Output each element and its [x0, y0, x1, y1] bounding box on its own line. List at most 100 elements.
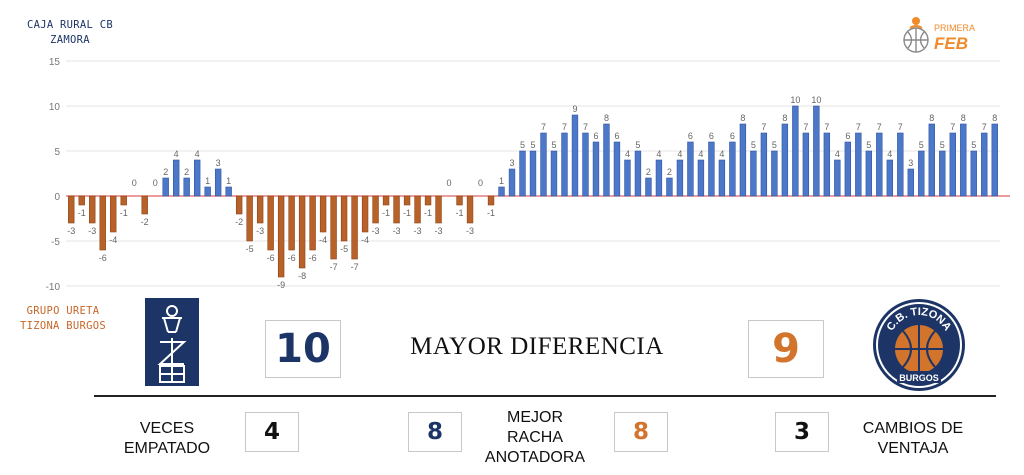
- bar-value-label: 4: [625, 149, 630, 159]
- bar: [309, 195, 316, 251]
- bar: [939, 150, 946, 197]
- mejor-racha-label-line3: ANOTADORA: [484, 449, 586, 466]
- bar-value-label: 8: [961, 113, 966, 123]
- mejor-racha-burgos-value: 8: [614, 412, 668, 452]
- league-logo-big-text: FEB: [934, 34, 968, 53]
- bar-value-label: 2: [646, 167, 651, 177]
- mejor-racha-label-line2: RACHA: [506, 429, 563, 446]
- mejor-racha-label-line1: MEJOR: [507, 409, 563, 426]
- bar: [771, 150, 778, 197]
- bar: [645, 177, 652, 197]
- bar: [540, 132, 547, 197]
- bar-value-label: -4: [361, 235, 369, 245]
- league-logo-small-text: PRIMERA: [934, 23, 975, 33]
- bar: [288, 195, 295, 251]
- bar-value-label: 7: [562, 122, 567, 132]
- bar: [78, 195, 85, 206]
- bar: [897, 132, 904, 197]
- team-zamora-line2: ZAMORA: [50, 34, 90, 46]
- bar: [813, 105, 820, 197]
- veces-empatado-label: VECES EMPATADO: [108, 419, 226, 459]
- bar: [655, 159, 663, 197]
- bar: [855, 132, 862, 197]
- bar-value-label: 5: [971, 140, 976, 150]
- bar-value-label: -6: [288, 253, 296, 263]
- divider-line: [94, 395, 996, 397]
- bar-value-label: 8: [740, 113, 745, 123]
- bar-value-label: -3: [372, 226, 380, 236]
- team-name-burgos: GRUPO URETA TIZONA BURGOS: [8, 304, 118, 334]
- bar: [414, 195, 421, 224]
- bar: [382, 195, 390, 206]
- bar-value-label: -2: [141, 217, 149, 227]
- bar: [424, 195, 432, 206]
- burgos-logo: C.B. TIZONA BURGOS: [871, 297, 967, 393]
- bar-value-label: -8: [298, 271, 306, 281]
- bar: [708, 141, 715, 197]
- bar-value-label: 7: [856, 122, 861, 132]
- bar-value-label: 4: [195, 149, 200, 159]
- team-name-zamora: CAJA RURAL CB ZAMORA: [10, 18, 130, 48]
- bar-value-label: 10: [811, 95, 821, 105]
- bar: [823, 132, 831, 197]
- bar-value-label: -3: [414, 226, 422, 236]
- bar-value-label: 5: [551, 140, 556, 150]
- team-zamora-line1: CAJA RURAL CB: [26, 19, 114, 31]
- bar: [970, 150, 977, 197]
- bar-value-label: 5: [635, 140, 640, 150]
- bar-value-label: -1: [487, 208, 495, 218]
- bar: [183, 177, 190, 197]
- bar-value-label: 7: [761, 122, 766, 132]
- bar-value-label: 8: [782, 113, 787, 123]
- bar-value-label: -1: [78, 208, 86, 218]
- bar-value-label: -7: [330, 262, 338, 272]
- bar: [550, 150, 558, 197]
- bar: [372, 195, 379, 224]
- bar: [498, 186, 505, 197]
- bar-value-label: 1: [226, 176, 231, 186]
- bar-value-label: 5: [866, 140, 871, 150]
- bar: [435, 195, 442, 224]
- bar-value-label: 3: [510, 158, 515, 168]
- veces-empatado-label-line2: EMPATADO: [123, 440, 211, 457]
- bar: [760, 132, 768, 197]
- bar: [508, 168, 516, 197]
- bar-value-label: -7: [351, 262, 359, 272]
- burgos-logo-bottom-text: BURGOS: [899, 373, 939, 383]
- bar: [844, 141, 852, 197]
- bar-value-label: 2: [163, 167, 168, 177]
- bar-value-label: 2: [667, 167, 672, 177]
- bar: [340, 195, 348, 242]
- bar-value-label: 8: [604, 113, 609, 123]
- cambios-ventaja-label: CAMBIOS DE VENTAJA: [848, 419, 978, 459]
- bar-value-label: 0: [132, 178, 137, 188]
- bar-value-label: 6: [845, 131, 850, 141]
- bar-value-label: -3: [393, 226, 401, 236]
- bar: [173, 159, 180, 197]
- bar-value-label: -3: [88, 226, 96, 236]
- cambios-ventaja-label-line1: CAMBIOS DE: [862, 420, 964, 437]
- bar-value-label: -3: [435, 226, 443, 236]
- bar-value-label: 1: [205, 176, 210, 186]
- bar: [246, 195, 253, 242]
- bar: [466, 195, 474, 224]
- bar: [204, 186, 211, 197]
- bar-value-label: 3: [908, 158, 913, 168]
- bar: [634, 150, 642, 197]
- mejor-racha-label: MEJOR RACHA ANOTADORA: [475, 408, 595, 468]
- bar-value-label: 4: [887, 149, 892, 159]
- bar: [162, 177, 169, 197]
- bar: [456, 195, 463, 206]
- bar: [666, 177, 673, 197]
- veces-empatado-label-line1: VECES: [139, 420, 195, 437]
- bar: [687, 141, 694, 197]
- bar: [298, 195, 306, 269]
- bar: [277, 195, 285, 278]
- bar-value-label: -9: [277, 280, 285, 290]
- bar-value-label: 6: [593, 131, 598, 141]
- bar-value-label: 7: [803, 122, 808, 132]
- bar: [351, 195, 358, 260]
- bar-value-label: 7: [877, 122, 882, 132]
- bar-value-label: 7: [541, 122, 546, 132]
- bar: [697, 159, 705, 197]
